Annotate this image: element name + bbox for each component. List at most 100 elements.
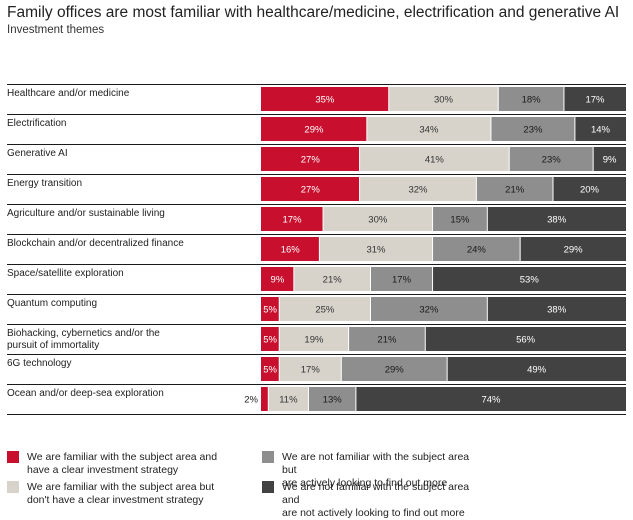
data-label: 23% bbox=[542, 155, 562, 166]
data-label: 29% bbox=[564, 245, 584, 256]
bar-segment bbox=[293, 267, 371, 291]
bar-segment bbox=[553, 177, 626, 201]
bar-segment bbox=[432, 207, 488, 231]
bar-segment bbox=[490, 117, 575, 141]
data-label: 15% bbox=[450, 215, 470, 226]
data-label: 56% bbox=[516, 335, 536, 346]
data-label: 38% bbox=[547, 305, 567, 316]
bar-segment bbox=[366, 117, 491, 141]
data-label: 20% bbox=[580, 185, 600, 196]
data-label: 32% bbox=[408, 185, 428, 196]
legend-item: We are not familiar with the subject are… bbox=[262, 481, 482, 520]
bar-segment bbox=[432, 237, 521, 261]
legend-swatch bbox=[7, 481, 19, 493]
bar-segment bbox=[563, 87, 626, 111]
bar-segment bbox=[498, 87, 564, 111]
data-label: 17% bbox=[585, 95, 605, 106]
data-label: 18% bbox=[522, 95, 542, 106]
data-label: 32% bbox=[419, 305, 439, 316]
legend-label: We are familiar with the subject area an… bbox=[27, 451, 218, 476]
bar-segment bbox=[268, 387, 309, 411]
data-label: 35% bbox=[315, 95, 335, 106]
bar-segment bbox=[348, 327, 426, 351]
bar-segment bbox=[261, 387, 269, 411]
data-label: 17% bbox=[283, 215, 303, 226]
bar-segment bbox=[432, 267, 626, 291]
data-label: 38% bbox=[547, 215, 567, 226]
bar-segment bbox=[319, 237, 433, 261]
bar-segment bbox=[388, 87, 499, 111]
bar-segment bbox=[359, 177, 477, 201]
bar-segment bbox=[261, 237, 320, 261]
bar-segment bbox=[447, 357, 626, 381]
bar-segment bbox=[476, 177, 553, 201]
bar-segment bbox=[279, 327, 349, 351]
data-label: 2% bbox=[244, 395, 258, 406]
category-label: Biohacking, cybernetics and/or the bbox=[7, 328, 160, 339]
bar-segment bbox=[279, 357, 342, 381]
bar-segment bbox=[593, 147, 626, 171]
bar-segment bbox=[323, 207, 433, 231]
legend-item: We are familiar with the subject area an… bbox=[7, 451, 227, 477]
category-label: Healthcare and/or medicine bbox=[7, 88, 130, 99]
bar-segment bbox=[487, 207, 626, 231]
legend-swatch bbox=[262, 481, 274, 493]
data-label: 13% bbox=[323, 395, 343, 406]
data-label: 29% bbox=[385, 365, 405, 376]
bar-segment bbox=[487, 297, 626, 321]
bar-segment bbox=[425, 327, 626, 351]
legend-label: We are not familiar with the subject are… bbox=[282, 481, 470, 519]
category-label: Generative AI bbox=[7, 148, 68, 159]
chart-title: Family offices are most familiar with he… bbox=[7, 4, 620, 21]
data-label: 9% bbox=[603, 155, 617, 166]
bar-segment bbox=[341, 357, 448, 381]
bar-segment bbox=[261, 147, 360, 171]
bar-segment bbox=[261, 207, 324, 231]
data-label: 34% bbox=[419, 125, 439, 136]
bar-segment bbox=[261, 87, 389, 111]
bar-segment bbox=[261, 267, 294, 291]
data-label: 19% bbox=[304, 335, 324, 346]
data-label: 29% bbox=[304, 125, 324, 136]
category-label: Agriculture and/or sustainable living bbox=[7, 208, 165, 219]
bar-segment bbox=[359, 147, 510, 171]
bar-segment bbox=[279, 297, 371, 321]
bar-segment bbox=[355, 387, 626, 411]
data-label: 27% bbox=[301, 185, 321, 196]
data-label: 23% bbox=[523, 125, 543, 136]
data-label: 53% bbox=[520, 275, 540, 286]
legend-item: We are familiar with the subject area bu… bbox=[7, 481, 227, 507]
category-label: Quantum computing bbox=[7, 298, 97, 309]
data-label: 21% bbox=[505, 185, 525, 196]
bar-segment bbox=[261, 327, 280, 351]
data-label: 30% bbox=[434, 95, 454, 106]
bar-segment bbox=[370, 267, 433, 291]
data-label: 5% bbox=[263, 335, 277, 346]
bar-segment bbox=[509, 147, 594, 171]
data-label: 9% bbox=[271, 275, 285, 286]
bar-segment bbox=[261, 357, 280, 381]
category-label: Blockchain and/or decentralized finance bbox=[7, 238, 184, 249]
data-label: 5% bbox=[263, 365, 277, 376]
legend-swatch bbox=[7, 451, 19, 463]
legend-swatch bbox=[262, 451, 274, 463]
data-label: 17% bbox=[301, 365, 321, 376]
data-label: 27% bbox=[301, 155, 321, 166]
bar-segment bbox=[261, 117, 367, 141]
bar-segment bbox=[261, 177, 360, 201]
data-label: 74% bbox=[481, 395, 501, 406]
category-label: Electrification bbox=[7, 118, 66, 129]
data-label: 25% bbox=[315, 305, 335, 316]
data-label: 5% bbox=[263, 305, 277, 316]
legend-label: We are not familiar with the subject are… bbox=[282, 451, 470, 489]
data-label: 31% bbox=[366, 245, 386, 256]
category-label: Ocean and/or deep-sea exploration bbox=[7, 388, 164, 399]
data-label: 17% bbox=[392, 275, 412, 286]
stacked-bar-chart: Healthcare and/or medicine 35% 30% 18% 17% El… bbox=[7, 84, 626, 415]
data-label: 16% bbox=[281, 245, 301, 256]
bar-segment bbox=[574, 117, 626, 141]
data-label: 11% bbox=[279, 395, 298, 406]
category-label: Space/satellite exploration bbox=[7, 268, 124, 279]
chart-subtitle: Investment themes bbox=[7, 24, 105, 36]
bar-segment bbox=[520, 237, 626, 261]
